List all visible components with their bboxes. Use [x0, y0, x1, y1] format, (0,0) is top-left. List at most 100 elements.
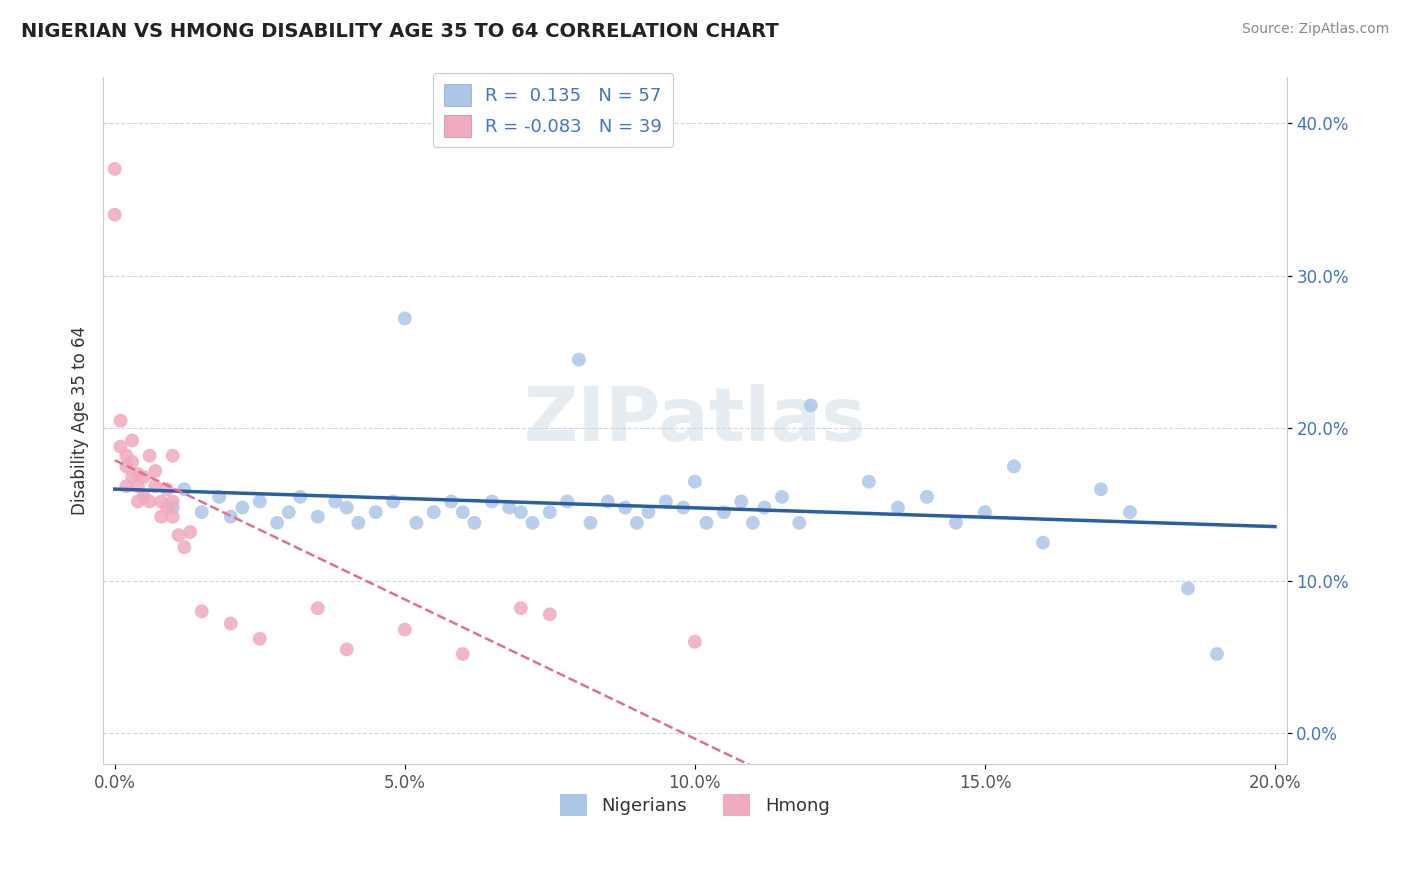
Point: [522, 516, 544, 530]
Point: [150, 509, 173, 524]
Point: [179, 524, 201, 539]
Point: [1119, 505, 1142, 519]
Point: [626, 516, 648, 530]
Point: [156, 500, 179, 515]
Point: [173, 483, 195, 497]
Point: [219, 616, 242, 631]
Point: [162, 500, 184, 515]
Point: [451, 647, 474, 661]
Point: [143, 464, 166, 478]
Point: [138, 494, 160, 508]
Point: [110, 414, 132, 428]
Point: [190, 505, 212, 519]
Point: [266, 516, 288, 530]
Point: [754, 500, 776, 515]
Point: [451, 505, 474, 519]
Point: [509, 601, 531, 615]
Point: [150, 494, 173, 508]
Point: [509, 505, 531, 519]
Point: [173, 540, 195, 554]
Point: [596, 494, 619, 508]
Point: [1090, 483, 1112, 497]
Point: [364, 505, 387, 519]
Point: [231, 500, 253, 515]
Point: [672, 500, 695, 515]
Point: [423, 505, 446, 519]
Point: [394, 623, 416, 637]
Point: [127, 494, 149, 508]
Point: [568, 352, 591, 367]
Point: [104, 208, 127, 222]
Point: [121, 455, 143, 469]
Point: [121, 434, 143, 448]
Point: [655, 494, 678, 508]
Point: [143, 479, 166, 493]
Point: [1177, 582, 1199, 596]
Point: [132, 490, 155, 504]
Point: [974, 505, 997, 519]
Point: [162, 449, 184, 463]
Point: [336, 642, 359, 657]
Point: [307, 601, 329, 615]
Point: [162, 494, 184, 508]
Point: [277, 505, 299, 519]
Point: [1002, 459, 1025, 474]
Point: [115, 479, 138, 493]
Point: [382, 494, 405, 508]
Text: NIGERIAN VS HMONG DISABILITY AGE 35 TO 64 CORRELATION CHART: NIGERIAN VS HMONG DISABILITY AGE 35 TO 6…: [21, 22, 779, 41]
Point: [336, 500, 359, 515]
Point: [538, 607, 561, 622]
Legend: Nigerians, Hmong: Nigerians, Hmong: [553, 787, 837, 823]
Point: [190, 604, 212, 618]
Point: [249, 632, 271, 646]
Point: [138, 449, 160, 463]
Point: [683, 475, 706, 489]
Point: [770, 490, 793, 504]
Point: [121, 470, 143, 484]
Point: [800, 398, 823, 412]
Point: [405, 516, 427, 530]
Point: [481, 494, 503, 508]
Point: [683, 635, 706, 649]
Point: [323, 494, 346, 508]
Point: [555, 494, 578, 508]
Point: [127, 467, 149, 481]
Y-axis label: Disability Age 35 to 64: Disability Age 35 to 64: [72, 326, 89, 516]
Point: [394, 311, 416, 326]
Point: [1032, 535, 1054, 549]
Point: [115, 449, 138, 463]
Point: [440, 494, 463, 508]
Point: [132, 490, 155, 504]
Point: [249, 494, 271, 508]
Point: [110, 440, 132, 454]
Point: [787, 516, 810, 530]
Point: [219, 509, 242, 524]
Point: [637, 505, 659, 519]
Point: [915, 490, 938, 504]
Point: [945, 516, 967, 530]
Point: [498, 500, 520, 515]
Point: [538, 505, 561, 519]
Point: [713, 505, 735, 519]
Point: [307, 509, 329, 524]
Point: [115, 459, 138, 474]
Point: [127, 479, 149, 493]
Point: [156, 483, 179, 497]
Point: [730, 494, 752, 508]
Point: [347, 516, 370, 530]
Point: [887, 500, 910, 515]
Point: [463, 516, 485, 530]
Point: [695, 516, 717, 530]
Point: [162, 509, 184, 524]
Point: [858, 475, 880, 489]
Text: ZIPatlas: ZIPatlas: [523, 384, 866, 457]
Text: Source: ZipAtlas.com: Source: ZipAtlas.com: [1241, 22, 1389, 37]
Point: [741, 516, 763, 530]
Point: [1206, 647, 1229, 661]
Point: [132, 470, 155, 484]
Point: [614, 500, 637, 515]
Point: [208, 490, 231, 504]
Point: [579, 516, 602, 530]
Point: [167, 528, 190, 542]
Point: [104, 161, 127, 176]
